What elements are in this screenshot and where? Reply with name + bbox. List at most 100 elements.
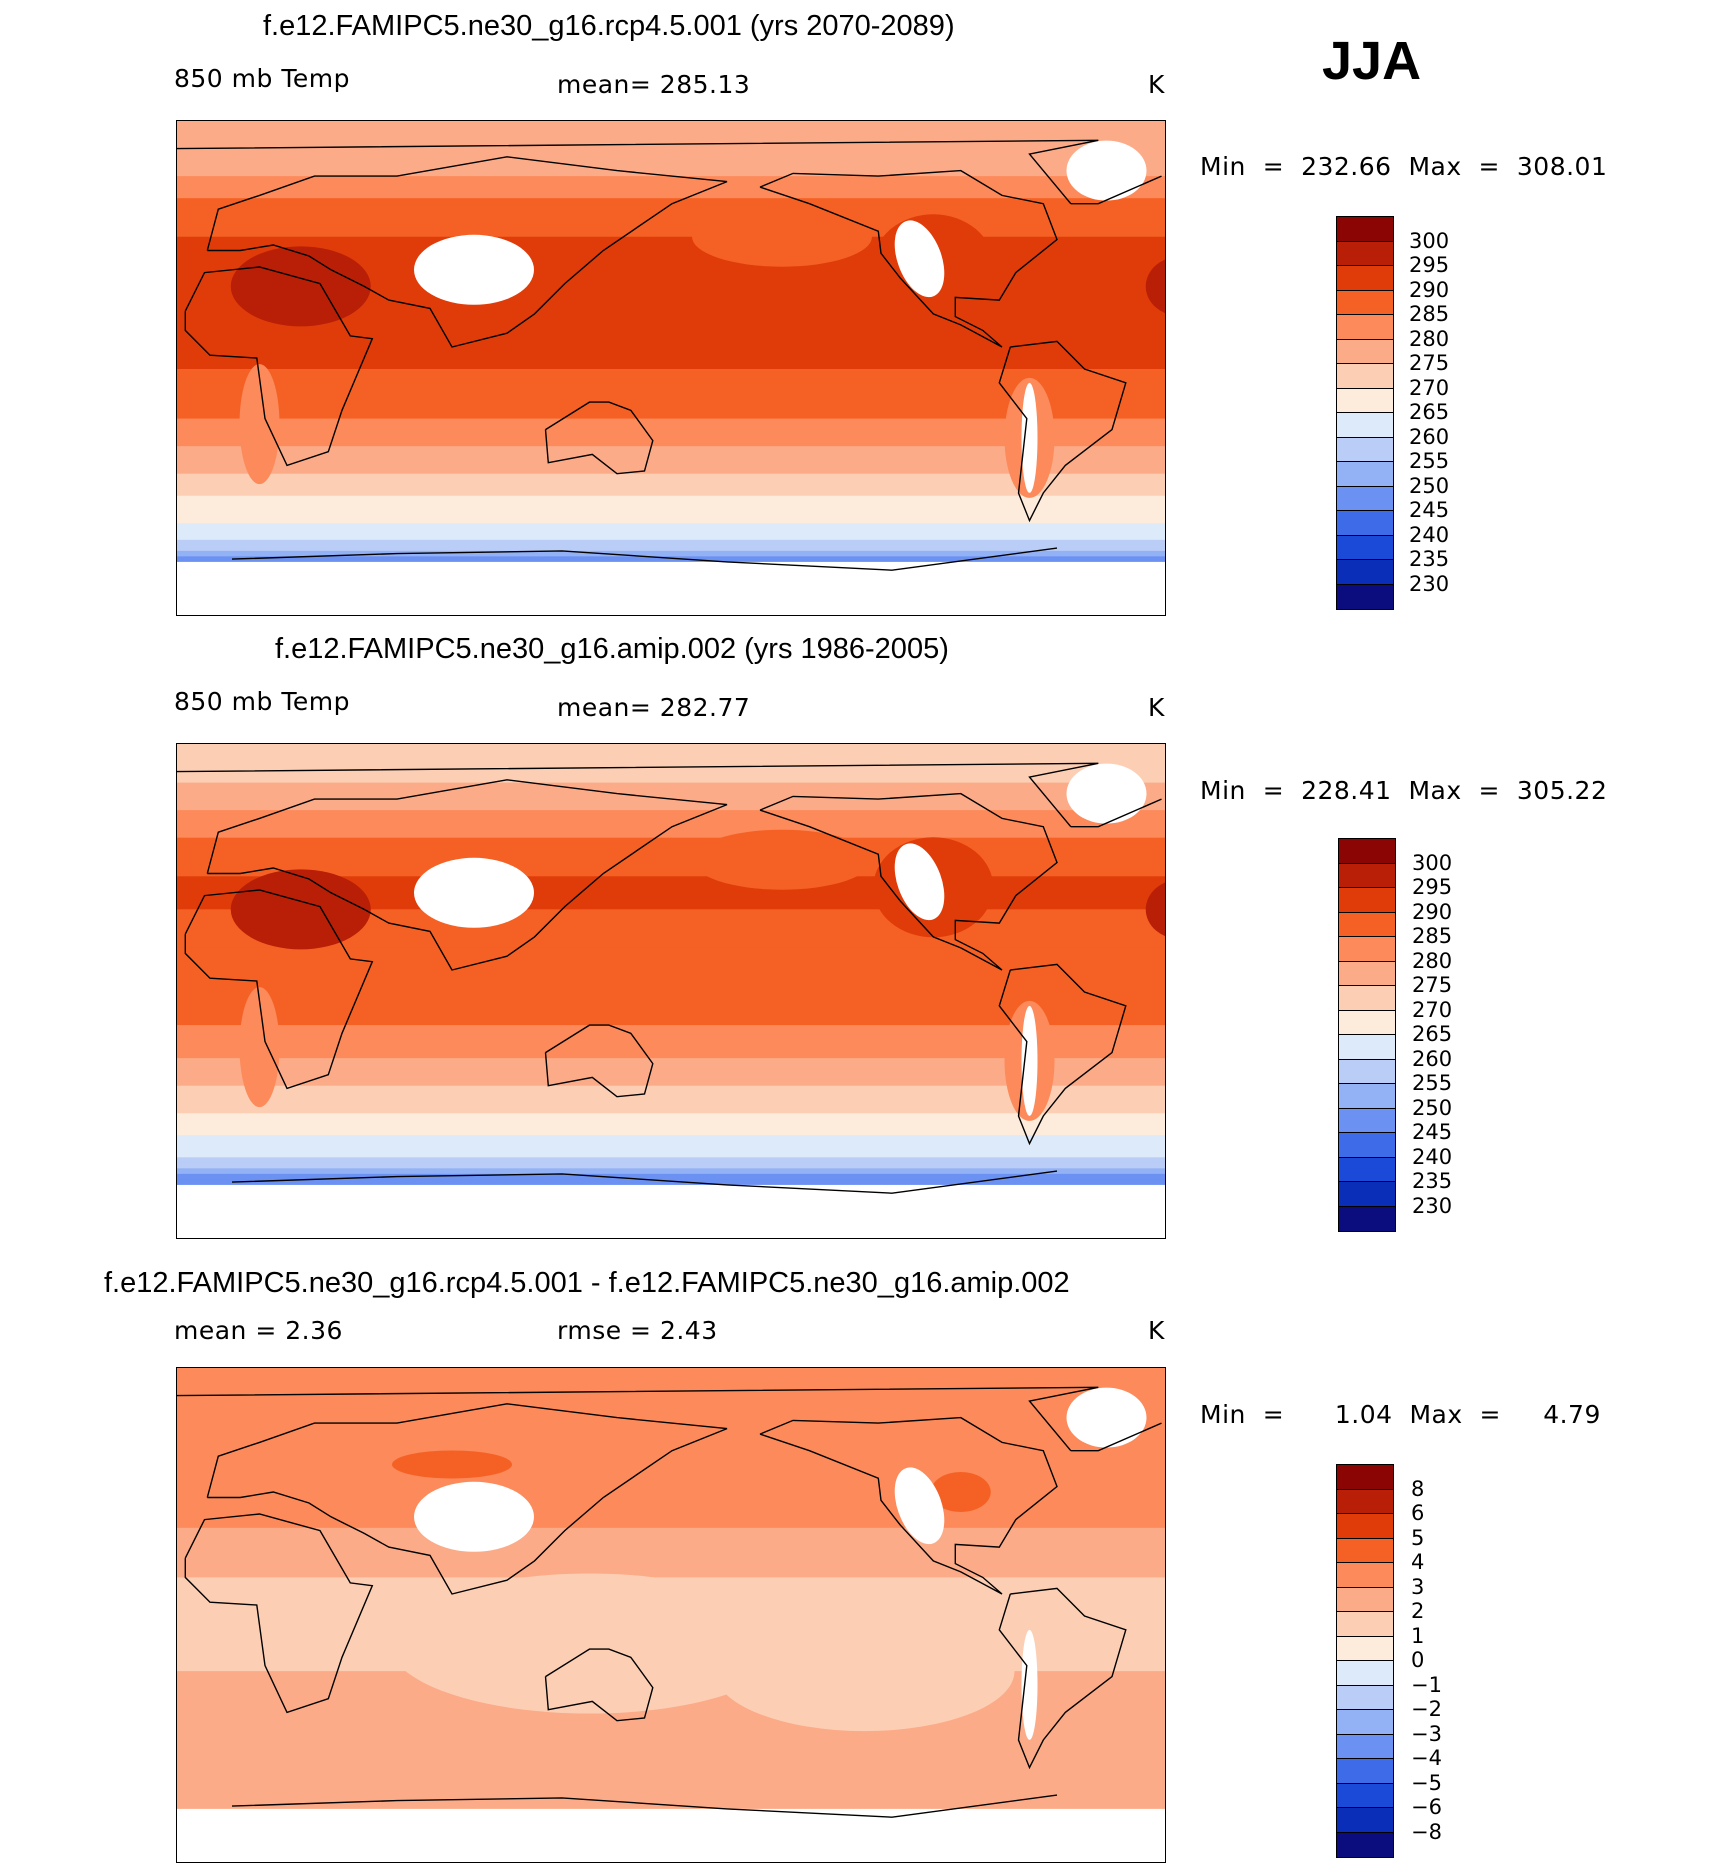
colorbar-box [1337,584,1393,609]
panel-3-field [177,1368,1165,1862]
contour-band [177,997,1165,1004]
colorbar-tick-label: −1 [1411,1672,1442,1697]
colorbar-tick-label: 240 [1409,522,1450,547]
colorbar-box [1337,1661,1393,1686]
contour-band [177,1544,1165,1551]
contour-band [177,859,1165,866]
contour-band [177,1434,1165,1441]
contour-band [177,804,1165,811]
contour-band [177,1162,1165,1169]
colorbar-box [1337,1514,1393,1539]
contour-band [177,920,1165,927]
contour-band [177,1036,1165,1043]
contour-band [177,501,1165,508]
colorbar-tick-label: 2 [1411,1599,1425,1623]
contour-band [177,975,1165,982]
contour-band [177,1478,1165,1485]
contour-band [177,1085,1165,1092]
colorbar-box [1337,486,1393,511]
colorbar-box [1337,315,1393,340]
contour-band [177,969,1165,977]
contour-band [177,1417,1165,1424]
contour-band [177,1113,1165,1120]
benguela-cool [239,364,280,485]
panel-3-rmse: rmse = 2.43 [557,1316,718,1345]
colorbar-tick-label: 250 [1412,1095,1453,1120]
panel-1-minmax: Min = 232.66 Max = 308.01 [1200,152,1608,181]
contour-band [177,247,1165,254]
colorbar-box [1337,339,1393,364]
eurasia-high-anomaly [392,1450,512,1479]
colorbar-tick-label: 245 [1412,1120,1453,1144]
panel-1-mean: mean= 285.13 [557,70,751,99]
contour-band [177,484,1165,491]
coastline [231,550,728,563]
contour-band [177,881,1165,888]
contour-band [177,1140,1165,1147]
contour-band [177,534,1165,541]
contour-band [177,925,1165,932]
north-pacific-band [692,206,872,267]
contour-band [177,1439,1165,1446]
contour-band [177,297,1165,304]
colorbar-box [1337,241,1393,266]
contour-band [177,1107,1165,1114]
contour-band [177,209,1165,216]
contour-band [177,357,1165,365]
panel-1-title: f.e12.FAMIPC5.ne30_g16.rcp4.5.001 (yrs 2… [263,10,955,42]
contour-band [177,1549,1165,1556]
contour-band [177,346,1165,354]
contour-band [177,545,1165,552]
contour-band [177,1527,1165,1534]
colorbar-tick-label: 4 [1411,1550,1425,1574]
colorbar-box [1337,1587,1393,1612]
namerica-high-anomaly [930,1472,991,1512]
contour-band [177,280,1165,287]
contour-band [177,1179,1165,1186]
contour-band [177,766,1165,773]
contour-band [177,1168,1165,1175]
contour-band [177,126,1165,133]
contour-band [177,556,1165,563]
contour-band [177,203,1165,210]
panel-1-units: K [1148,70,1165,99]
contour-band [177,517,1165,524]
coastline [726,1170,1058,1194]
contour-band [177,1368,1165,1375]
benguela-cool [239,987,280,1108]
contour-band [177,980,1165,988]
contour-band [177,446,1165,453]
contour-band [177,1102,1165,1109]
contour-band [177,1379,1165,1386]
contour-band [177,286,1165,293]
colorbar-tick-label: 255 [1412,1071,1453,1095]
contour-band [177,771,1165,778]
contour-band [177,165,1165,172]
colorbar-tick-label: 265 [1409,400,1450,424]
contour-band [177,782,1165,789]
contour-band [177,1384,1165,1391]
contour-band [177,413,1165,420]
contour-band [177,749,1165,756]
contour-band [177,821,1165,828]
coastline [998,963,1127,1146]
contour-band [177,154,1165,161]
colorbar-box [1337,1563,1393,1588]
colorbar-tick-label: −6 [1411,1795,1442,1819]
contour-band [177,121,1165,128]
colorbar-tick-label: 300 [1409,228,1450,253]
contour-band [177,1560,1165,1567]
coastline [1070,1422,1162,1452]
colorbar-tick-label: 3 [1411,1574,1425,1599]
contour-band [177,1511,1165,1518]
contour-band [177,479,1165,486]
contour-band [177,418,1165,425]
colorbar-tick-label: 260 [1412,1046,1453,1071]
contour-band [177,324,1165,332]
colorbar-tick-label: 250 [1409,473,1450,498]
contour-band [177,1450,1165,1457]
tibet-mask [414,1481,534,1552]
colorbar-tick-label: 300 [1412,850,1453,875]
colorbar-tick-label: 280 [1409,326,1450,351]
coastline [544,1024,654,1098]
